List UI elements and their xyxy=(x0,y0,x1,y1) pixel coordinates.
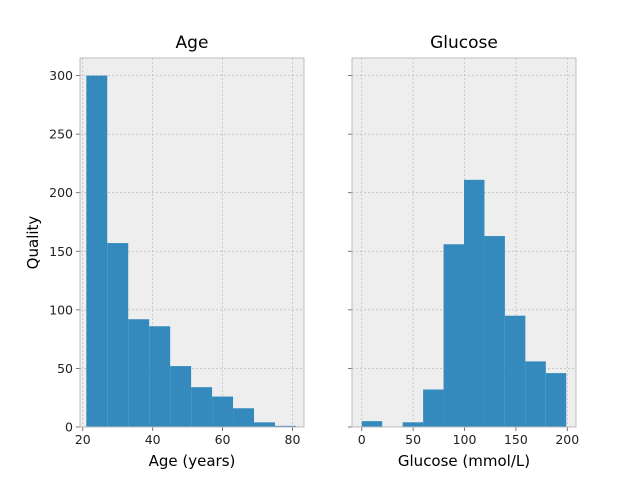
glucose-x-tick-label: 0 xyxy=(358,432,366,447)
age-bar-0 xyxy=(86,75,108,428)
age-chart-title: Age xyxy=(176,33,209,53)
glucose-chart-title: Glucose xyxy=(430,33,498,53)
age-bar-3 xyxy=(149,326,171,427)
age-x-tick-label: 20 xyxy=(75,432,91,447)
glucose-plot-frame xyxy=(351,57,577,428)
glucose-bar-3 xyxy=(423,389,444,427)
glucose-bar-9 xyxy=(545,373,567,427)
age-histogram: 20 40 60 80 0 50 100 150 200 250 300 Age Age (yea… xyxy=(24,33,305,470)
glucose-x-tick-label: 50 xyxy=(405,432,421,447)
age-bar-1 xyxy=(107,243,129,427)
age-x-tick-label: 80 xyxy=(285,432,301,447)
age-x-tick-label: 60 xyxy=(215,432,231,447)
glucose-bar-6 xyxy=(484,236,505,427)
glucose-bar-5 xyxy=(464,179,485,427)
age-y-tick-label: 150 xyxy=(49,244,73,259)
glucose-bar-0 xyxy=(361,421,383,427)
age-y-tick-label: 100 xyxy=(49,302,73,317)
age-bars xyxy=(86,75,296,428)
age-bar-7 xyxy=(233,408,255,427)
glucose-bar-8 xyxy=(525,361,546,427)
age-bar-8 xyxy=(254,422,275,427)
glucose-y-ticks xyxy=(348,75,352,428)
age-x-ticks: 20 40 60 80 xyxy=(75,427,301,447)
age-y-tick-label: 300 xyxy=(49,68,73,83)
age-y-tick-label: 0 xyxy=(65,420,73,435)
age-bar-4 xyxy=(170,366,192,427)
glucose-bars xyxy=(361,179,567,427)
glucose-x-tick-label: 150 xyxy=(504,432,528,447)
age-plot-frame xyxy=(79,57,305,428)
glucose-x-axis-label: Glucose (mmol/L) xyxy=(398,452,530,470)
glucose-x-ticks: 0 50 100 150 200 xyxy=(358,427,579,447)
glucose-bar-4 xyxy=(443,244,464,427)
age-y-axis-label: Quality xyxy=(24,216,42,270)
glucose-bar-7 xyxy=(504,315,526,427)
age-y-tick-label: 250 xyxy=(49,127,73,142)
age-bar-6 xyxy=(212,396,234,427)
age-bar-2 xyxy=(128,319,150,427)
glucose-bar-2 xyxy=(402,422,424,427)
glucose-x-tick-label: 200 xyxy=(555,432,579,447)
age-bar-5 xyxy=(191,387,213,427)
glucose-histogram: 0 50 100 150 200 Glucose Glucose (mmol/L) xyxy=(348,33,579,470)
age-bar-9 xyxy=(274,425,296,427)
age-y-tick-label: 200 xyxy=(49,185,73,200)
age-y-tick-label: 50 xyxy=(57,361,73,376)
glucose-x-tick-label: 100 xyxy=(453,432,477,447)
age-x-axis-label: Age (years) xyxy=(149,452,236,470)
age-y-ticks: 0 50 100 150 200 250 300 xyxy=(49,68,80,435)
age-x-tick-label: 40 xyxy=(145,432,161,447)
